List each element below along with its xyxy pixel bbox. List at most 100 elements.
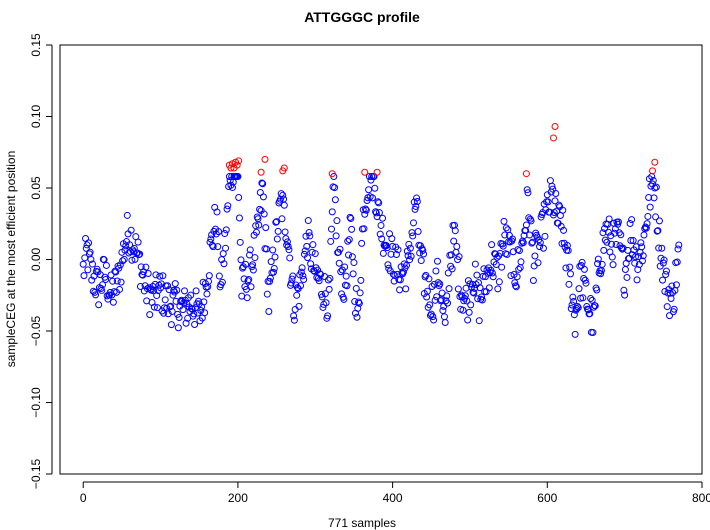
data-point	[516, 264, 524, 272]
data-point	[488, 269, 496, 277]
data-point	[467, 301, 475, 309]
data-point	[528, 239, 536, 247]
data-point	[642, 224, 650, 232]
data-point	[591, 302, 599, 310]
data-point	[288, 275, 296, 283]
data-point	[631, 253, 639, 261]
data-point	[563, 241, 571, 249]
highlight-point	[373, 168, 381, 176]
data-point	[569, 293, 577, 301]
data-point	[375, 199, 383, 207]
data-point	[142, 263, 150, 271]
data-point	[109, 298, 117, 306]
data-point	[478, 296, 486, 304]
x-axis: 0 200 400 600 800	[80, 481, 710, 505]
data-point	[306, 232, 314, 240]
data-point	[406, 256, 414, 264]
data-point	[317, 270, 325, 278]
data-point	[614, 218, 622, 226]
data-point	[626, 219, 634, 227]
data-point	[209, 243, 217, 251]
data-point	[256, 205, 264, 213]
data-point	[389, 270, 397, 278]
data-point	[252, 222, 260, 230]
data-point	[440, 313, 448, 321]
data-point	[594, 260, 602, 268]
data-point	[86, 248, 94, 256]
data-point	[635, 253, 643, 261]
data-point	[652, 183, 660, 191]
data-point	[406, 244, 414, 252]
data-point	[443, 292, 451, 300]
data-point	[489, 273, 497, 281]
data-point	[215, 228, 223, 236]
data-point	[440, 302, 448, 310]
data-point	[436, 280, 444, 288]
data-point	[514, 246, 522, 254]
data-point	[136, 282, 144, 290]
data-point	[377, 221, 385, 229]
data-point	[455, 253, 463, 261]
data-point	[85, 239, 93, 247]
data-point	[662, 271, 670, 279]
data-point	[80, 272, 88, 280]
highlight-point	[227, 164, 235, 172]
data-point	[405, 240, 413, 248]
data-point	[659, 276, 667, 284]
data-point	[399, 268, 407, 276]
data-point	[651, 184, 659, 192]
data-point	[617, 231, 625, 239]
data-point	[496, 249, 504, 257]
data-point	[290, 312, 298, 320]
y-tick-label: −0.05	[29, 315, 43, 346]
data-point	[600, 246, 608, 254]
x-tick-label: 600	[537, 491, 557, 505]
data-point	[332, 232, 340, 240]
data-point	[307, 260, 315, 268]
data-point	[481, 273, 489, 281]
data-point	[358, 239, 366, 247]
data-point	[599, 229, 607, 237]
data-point	[598, 260, 606, 268]
data-point	[311, 250, 319, 258]
data-point	[594, 255, 602, 263]
data-point	[173, 286, 181, 294]
data-point	[379, 214, 387, 222]
data-point	[304, 217, 312, 225]
data-point	[350, 259, 358, 267]
data-point	[235, 214, 243, 222]
data-points	[79, 123, 683, 338]
data-point	[402, 285, 410, 293]
data-point	[182, 319, 190, 327]
data-point	[429, 313, 437, 321]
data-point	[84, 266, 92, 274]
data-point	[144, 270, 152, 278]
data-point	[220, 260, 228, 268]
data-point	[428, 282, 436, 290]
data-point	[423, 287, 431, 295]
data-point	[345, 236, 353, 244]
data-point	[246, 251, 254, 259]
data-point	[126, 241, 134, 249]
highlight-point	[328, 170, 336, 178]
data-point	[414, 227, 422, 235]
data-point	[92, 291, 100, 299]
data-point	[280, 201, 288, 209]
data-point	[407, 252, 415, 260]
highlight-point	[361, 168, 369, 176]
data-point	[249, 261, 257, 269]
data-point	[150, 303, 158, 311]
data-point	[353, 313, 361, 321]
data-point	[303, 242, 311, 250]
data-point	[309, 241, 317, 249]
data-point	[116, 261, 124, 269]
data-point	[465, 308, 473, 316]
data-point	[281, 228, 289, 236]
data-point	[659, 259, 667, 267]
data-point	[409, 219, 417, 227]
data-point	[218, 278, 226, 286]
data-point	[87, 255, 95, 263]
data-point	[608, 253, 616, 261]
data-point	[153, 304, 161, 312]
data-point	[471, 284, 479, 292]
